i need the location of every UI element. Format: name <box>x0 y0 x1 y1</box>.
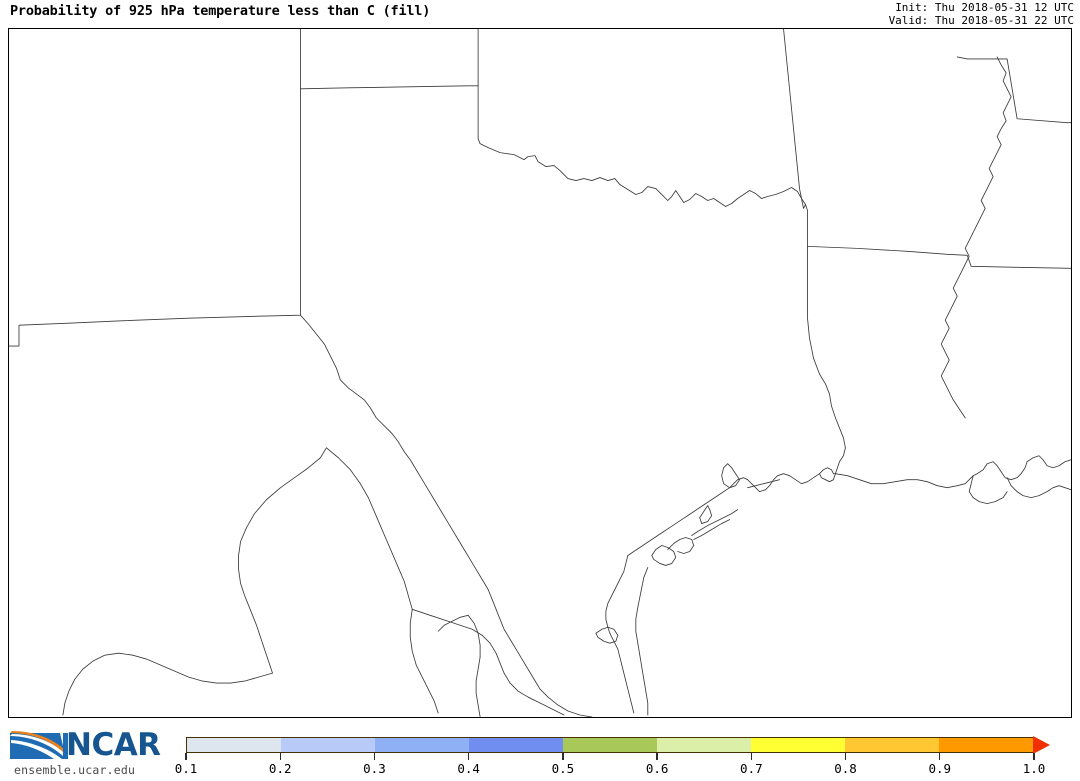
colorbar-tick-6 <box>750 753 753 760</box>
colorbar-tick-label-6: 0.7 <box>740 761 763 776</box>
colorbar-tick-label-3: 0.4 <box>457 761 480 776</box>
colorbar-tick-1 <box>279 753 281 760</box>
colorbar-tick-5 <box>656 753 658 760</box>
ncar-wordmark: NCAR <box>66 727 161 763</box>
colorbar-tick-9 <box>1033 753 1035 760</box>
colorbar-tick-label-2: 0.3 <box>363 761 386 776</box>
colorbar-tick-label-7: 0.8 <box>834 761 857 776</box>
colorbar-band-7 <box>845 738 939 752</box>
init-time-label: Init: Thu 2018-05-31 12 UTC <box>895 1 1074 14</box>
colorbar-band-0 <box>187 738 281 752</box>
colorbar[interactable]: 0.1 0.2 0.3 0.4 0.5 0.6 0.7 0.8 0.9 1.0 <box>0 730 1080 781</box>
colorbar-tick-label-8: 0.9 <box>928 761 952 776</box>
colorbar-band-2 <box>375 738 469 752</box>
colorbar-band-6 <box>751 738 845 752</box>
colorbar-tick-0 <box>185 753 187 760</box>
colorbar-tick-2 <box>373 753 376 760</box>
colorbar-tick-8 <box>939 753 941 760</box>
colorbar-tick-label-0: 0.1 <box>174 761 198 776</box>
colorbar-tick-label-4: 0.5 <box>551 761 575 776</box>
colorbar-tick-4 <box>562 753 564 760</box>
colorbar-tick-label-5: 0.6 <box>645 761 669 776</box>
colorbar-tick-label-1: 0.2 <box>268 761 292 776</box>
forecast-timestamps: Init: Thu 2018-05-31 12 UTC Valid: Thu 2… <box>889 1 1074 27</box>
map-panel[interactable] <box>8 28 1072 718</box>
map-geography <box>9 29 1071 717</box>
colorbar-band-8 <box>939 738 1033 752</box>
colorbar-tick-3 <box>467 753 470 760</box>
valid-time-label: Valid: Thu 2018-05-31 22 UTC <box>888 14 1074 27</box>
colorbar-band-4 <box>563 738 657 752</box>
colorbar-band-3 <box>469 738 563 752</box>
colorbar-tick-label-9: 1.0 <box>1022 761 1046 776</box>
ncar-logo: NCAR ensemble.ucar.edu <box>4 727 172 779</box>
colorbar-tick-7 <box>844 753 847 760</box>
page-title: Probability of 925 hPa temperature less … <box>10 3 431 19</box>
colorbar-band-5 <box>657 738 751 752</box>
ncar-logo-mark <box>10 731 68 759</box>
colorbar-band-1 <box>281 738 375 752</box>
colorbar-over-arrow <box>1033 736 1050 754</box>
colorbar-bands[interactable] <box>186 737 1034 753</box>
ncar-url-label: ensemble.ucar.edu <box>14 763 136 777</box>
